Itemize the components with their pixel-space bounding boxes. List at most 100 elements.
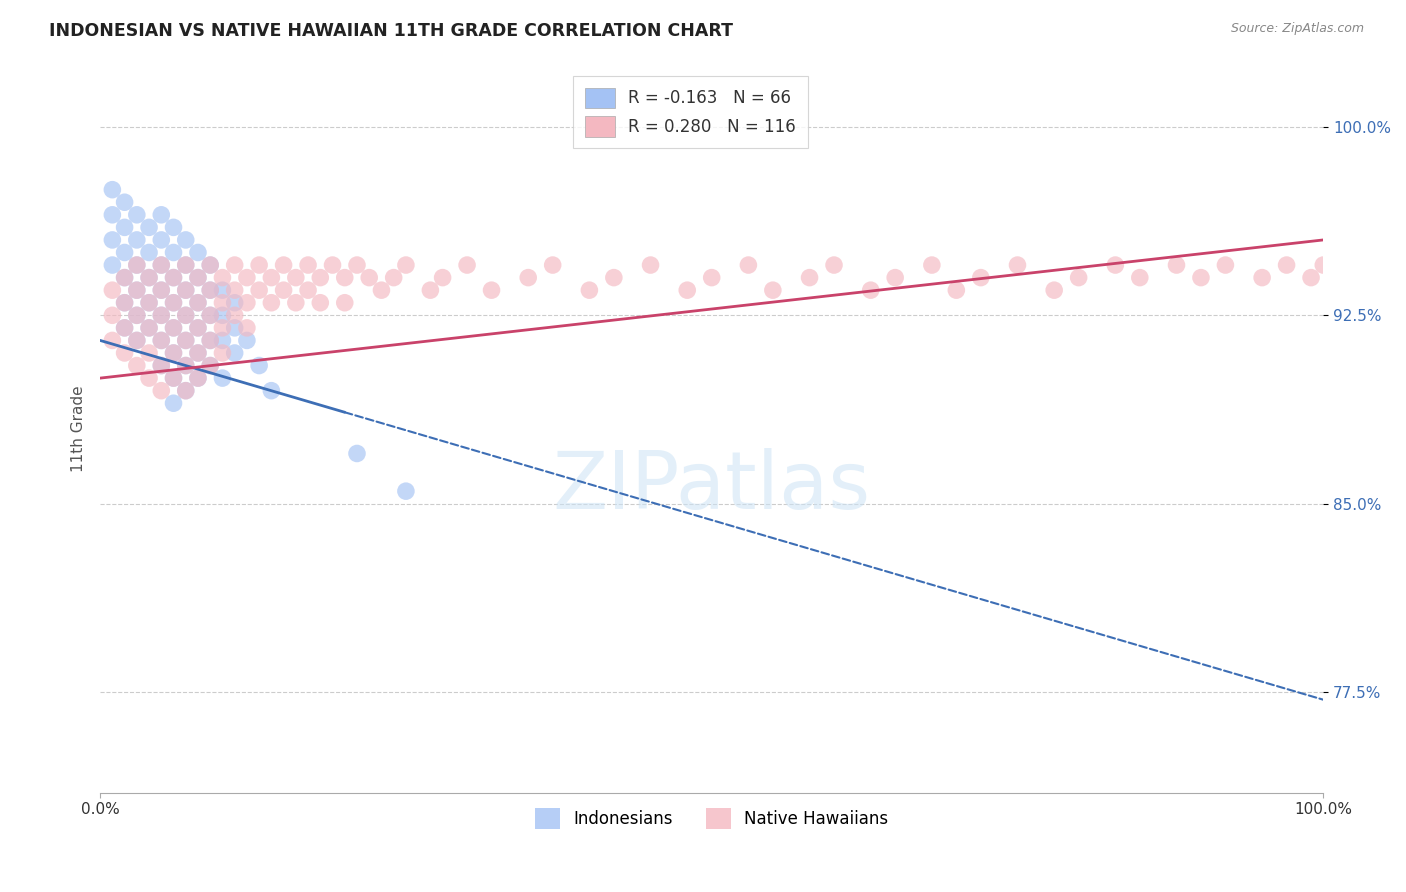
Point bbox=[138, 220, 160, 235]
Point bbox=[211, 308, 233, 322]
Point bbox=[1337, 283, 1360, 297]
Point bbox=[187, 346, 209, 360]
Point bbox=[101, 258, 124, 272]
Point bbox=[224, 258, 246, 272]
Point bbox=[150, 258, 173, 272]
Point bbox=[101, 183, 124, 197]
Point bbox=[541, 258, 564, 272]
Point bbox=[187, 321, 209, 335]
Point bbox=[174, 359, 197, 373]
Point bbox=[700, 270, 723, 285]
Point bbox=[224, 295, 246, 310]
Point bbox=[138, 270, 160, 285]
Point bbox=[640, 258, 662, 272]
Point bbox=[174, 359, 197, 373]
Point bbox=[187, 270, 209, 285]
Point bbox=[273, 258, 295, 272]
Point bbox=[1251, 270, 1274, 285]
Point bbox=[162, 321, 184, 335]
Point bbox=[174, 258, 197, 272]
Point bbox=[114, 270, 136, 285]
Point bbox=[211, 295, 233, 310]
Point bbox=[125, 283, 148, 297]
Point bbox=[382, 270, 405, 285]
Point bbox=[114, 270, 136, 285]
Point bbox=[174, 334, 197, 348]
Point bbox=[174, 283, 197, 297]
Point bbox=[1312, 258, 1334, 272]
Point bbox=[346, 446, 368, 460]
Point bbox=[1348, 270, 1371, 285]
Text: Source: ZipAtlas.com: Source: ZipAtlas.com bbox=[1230, 22, 1364, 36]
Point bbox=[945, 283, 967, 297]
Point bbox=[603, 270, 626, 285]
Point bbox=[224, 321, 246, 335]
Point bbox=[174, 283, 197, 297]
Point bbox=[359, 270, 381, 285]
Point bbox=[125, 258, 148, 272]
Point bbox=[114, 321, 136, 335]
Point bbox=[200, 359, 222, 373]
Point bbox=[114, 295, 136, 310]
Point bbox=[125, 258, 148, 272]
Point bbox=[578, 283, 600, 297]
Point bbox=[1398, 270, 1406, 285]
Point bbox=[138, 270, 160, 285]
Point bbox=[273, 283, 295, 297]
Point bbox=[200, 359, 222, 373]
Point bbox=[247, 283, 270, 297]
Point bbox=[260, 270, 283, 285]
Point bbox=[150, 233, 173, 247]
Point bbox=[150, 208, 173, 222]
Point bbox=[200, 258, 222, 272]
Point bbox=[211, 346, 233, 360]
Point bbox=[150, 334, 173, 348]
Point bbox=[162, 321, 184, 335]
Point bbox=[125, 308, 148, 322]
Point bbox=[150, 258, 173, 272]
Point bbox=[150, 359, 173, 373]
Point bbox=[236, 321, 259, 335]
Point bbox=[187, 295, 209, 310]
Point bbox=[162, 371, 184, 385]
Point bbox=[211, 334, 233, 348]
Point bbox=[125, 208, 148, 222]
Point bbox=[174, 258, 197, 272]
Point bbox=[799, 270, 821, 285]
Point bbox=[101, 283, 124, 297]
Point bbox=[174, 384, 197, 398]
Point bbox=[370, 283, 392, 297]
Point bbox=[114, 346, 136, 360]
Point bbox=[114, 295, 136, 310]
Point bbox=[211, 283, 233, 297]
Point bbox=[1189, 270, 1212, 285]
Point bbox=[432, 270, 454, 285]
Point bbox=[138, 321, 160, 335]
Point bbox=[162, 396, 184, 410]
Point bbox=[1067, 270, 1090, 285]
Y-axis label: 11th Grade: 11th Grade bbox=[72, 385, 86, 472]
Point bbox=[101, 334, 124, 348]
Point bbox=[346, 258, 368, 272]
Point bbox=[162, 245, 184, 260]
Point bbox=[162, 295, 184, 310]
Point bbox=[247, 258, 270, 272]
Point bbox=[138, 371, 160, 385]
Point bbox=[481, 283, 503, 297]
Point bbox=[309, 270, 332, 285]
Point bbox=[150, 308, 173, 322]
Point bbox=[174, 384, 197, 398]
Text: ZIPatlas: ZIPatlas bbox=[553, 448, 870, 525]
Point bbox=[395, 484, 418, 499]
Point bbox=[200, 283, 222, 297]
Point bbox=[200, 334, 222, 348]
Point bbox=[187, 371, 209, 385]
Point bbox=[101, 233, 124, 247]
Point bbox=[162, 220, 184, 235]
Point bbox=[150, 283, 173, 297]
Point bbox=[138, 321, 160, 335]
Point bbox=[125, 359, 148, 373]
Point bbox=[162, 371, 184, 385]
Point bbox=[114, 321, 136, 335]
Point bbox=[162, 270, 184, 285]
